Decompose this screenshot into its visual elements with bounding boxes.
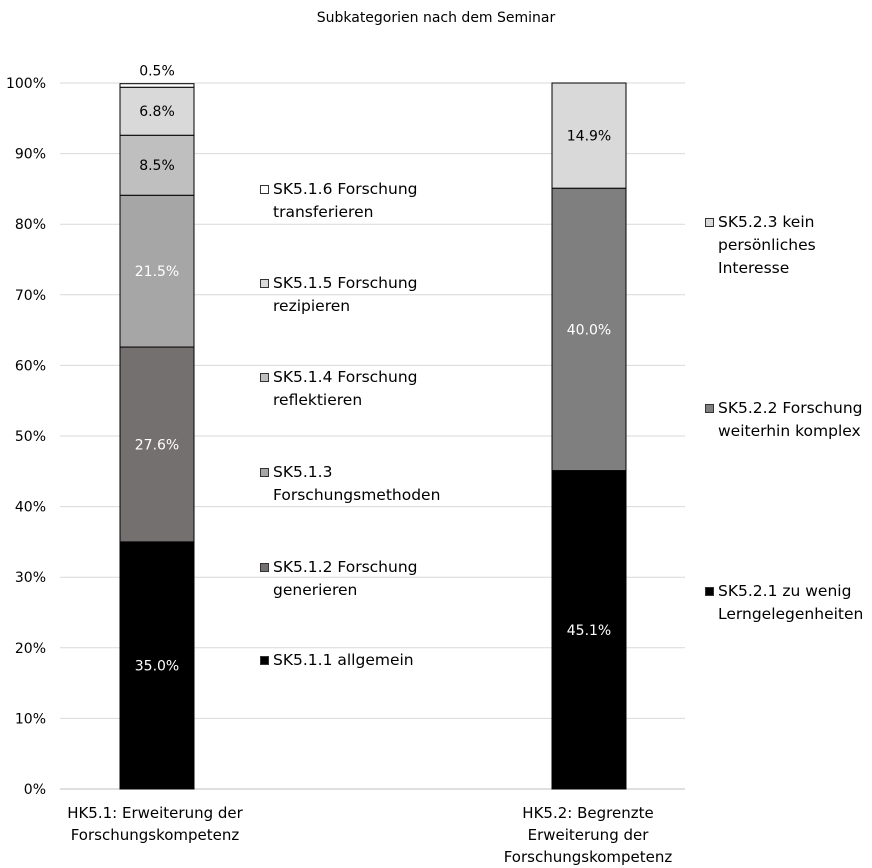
y-tick-label: 70%: [15, 288, 46, 304]
legend-item: SK5.2.2 Forschung weiterhin komplex: [705, 397, 863, 443]
legend-item: SK5.2.1 zu wenig Lerngelegenheiten: [705, 580, 863, 626]
y-tick-label: 80%: [15, 217, 46, 233]
bar-segment: [551, 82, 627, 189]
legend-label: SK5.1.6 Forschung transferieren: [273, 180, 418, 221]
legend-label: SK5.1.5 Forschung rezipieren: [273, 274, 418, 315]
legend-swatch: [260, 279, 269, 288]
legend-item: SK5.2.3 kein persönliches Interesse: [705, 211, 816, 280]
y-tick-label: 30%: [15, 570, 46, 586]
data-label: 0.5%: [139, 64, 175, 80]
data-label: 6.8%: [139, 104, 175, 120]
legend-swatch: [260, 563, 269, 572]
data-label: 35.0%: [135, 658, 179, 674]
y-tick-label: 100%: [6, 76, 46, 92]
data-label: 45.1%: [567, 623, 611, 639]
data-label: 40.0%: [567, 322, 611, 338]
data-label: 21.5%: [135, 264, 179, 280]
legend-item: SK5.1.2 Forschung generieren: [260, 556, 418, 602]
data-label: 14.9%: [567, 129, 611, 145]
legend-label: SK5.2.3 kein persönliches Interesse: [718, 213, 816, 277]
legend-label: SK5.1.4 Forschung reflektieren: [273, 368, 418, 409]
legend-swatch: [260, 468, 269, 477]
bar-segment: [119, 83, 195, 88]
y-tick-label: 10%: [15, 711, 46, 727]
legend-label: SK5.1.1 allgemein: [273, 651, 414, 669]
data-label: 27.6%: [135, 437, 179, 453]
bar-segment: [551, 187, 627, 472]
legend-item: SK5.1.5 Forschung rezipieren: [260, 272, 418, 318]
bar-segment: [119, 134, 195, 196]
chart-title: Subkategorien nach dem Seminar: [316, 10, 556, 26]
legend-swatch: [705, 404, 714, 413]
x-category-label: HK5.2: Begrenzte Erweiterung der Forschu…: [503, 804, 673, 866]
legend-label: SK5.2.2 Forschung weiterhin komplex: [718, 399, 863, 440]
y-tick-label: 90%: [15, 147, 46, 163]
legend-label: SK5.2.1 zu wenig Lerngelegenheiten: [718, 582, 864, 623]
legend-swatch: [705, 218, 714, 227]
legend-swatch: [705, 587, 714, 596]
legend-item: SK5.1.6 Forschung transferieren: [260, 178, 418, 224]
y-tick-label: 50%: [15, 429, 46, 445]
legend-item: SK5.1.3 Forschungsmethoden: [260, 461, 440, 507]
data-label: 8.5%: [139, 158, 175, 174]
legend-item: SK5.1.4 Forschung reflektieren: [260, 366, 418, 412]
legend-label: SK5.1.2 Forschung generieren: [273, 558, 418, 599]
legend-swatch: [260, 656, 269, 665]
legend-swatch: [260, 185, 269, 194]
bar-segment: [119, 541, 195, 790]
y-tick-label: 60%: [15, 358, 46, 374]
legend-item: SK5.1.1 allgemein: [260, 649, 414, 672]
legend-label: SK5.1.3 Forschungsmethoden: [273, 463, 441, 504]
y-tick-label: 40%: [15, 500, 46, 516]
y-tick-label: 20%: [15, 641, 46, 657]
legend-swatch: [260, 373, 269, 382]
bar-segment: [119, 86, 195, 136]
bar-segment: [119, 346, 195, 543]
y-tick-label: 0%: [24, 782, 46, 798]
x-category-label: HK5.1: Erweiterung der Forschungskompete…: [67, 804, 243, 844]
